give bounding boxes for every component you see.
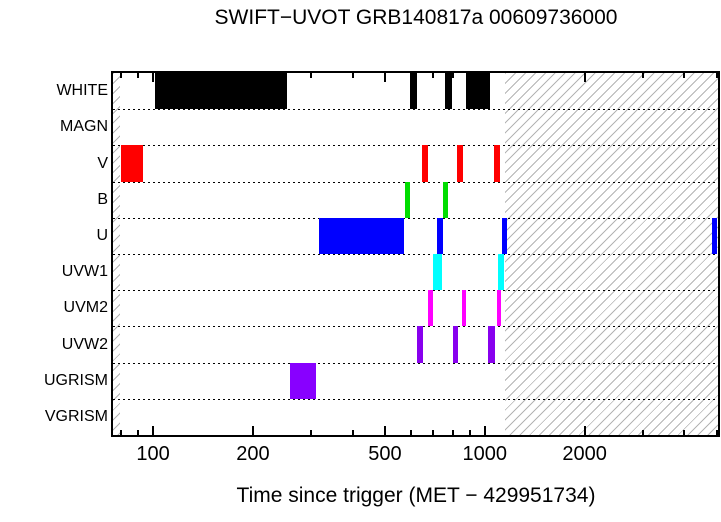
x-tick-label: 2000 bbox=[562, 443, 607, 465]
y-label-magn: MAGN bbox=[60, 118, 108, 136]
exposure-bar-u bbox=[436, 217, 443, 254]
x-tick-top-major bbox=[483, 73, 486, 82]
row-separator-line bbox=[113, 181, 718, 183]
x-tick-bottom-major bbox=[152, 426, 155, 435]
x-tick-bottom-minor bbox=[310, 430, 313, 435]
exposure-bar-v bbox=[421, 145, 428, 182]
exposure-bar-u bbox=[502, 217, 507, 254]
y-label-uvw2: UVW2 bbox=[61, 335, 108, 353]
y-label-uvm2: UVM2 bbox=[63, 299, 108, 317]
y-label-white: WHITE bbox=[56, 82, 108, 100]
x-tick-top-minor bbox=[410, 73, 413, 78]
row-separator-line bbox=[113, 326, 718, 328]
x-tick-bottom-major bbox=[583, 426, 586, 435]
exposure-bar-v bbox=[494, 145, 500, 182]
exposure-bar-uvm2 bbox=[496, 290, 502, 327]
row-separator-line bbox=[113, 362, 718, 364]
x-tick-bottom-minor bbox=[641, 430, 644, 435]
exposure-bar-b bbox=[404, 181, 410, 218]
row-separator-line bbox=[113, 290, 718, 292]
exposure-bar-uvm2 bbox=[461, 290, 467, 327]
x-tick-top-minor bbox=[641, 73, 644, 78]
y-label-u: U bbox=[96, 226, 108, 244]
x-tick-bottom-minor bbox=[119, 430, 122, 435]
exposure-bar-b bbox=[442, 181, 448, 218]
exposure-bar-v bbox=[120, 145, 143, 182]
exposure-bar-white bbox=[409, 73, 418, 110]
x-tick-label: 100 bbox=[136, 443, 170, 465]
y-label-uvw1: UVW1 bbox=[61, 263, 108, 281]
row-separator-line bbox=[113, 109, 718, 111]
x-tick-bottom-minor bbox=[683, 430, 686, 435]
x-tick-bottom-minor bbox=[451, 430, 454, 435]
exposure-bar-white bbox=[466, 73, 490, 110]
x-tick-label: 200 bbox=[236, 443, 270, 465]
x-axis-title: Time since trigger (MET − 429951734) bbox=[236, 484, 596, 507]
exposure-bar-u bbox=[318, 217, 404, 254]
exposure-bar-uvw2 bbox=[416, 326, 423, 363]
x-tick-top-minor bbox=[451, 73, 454, 78]
chart-title: SWIFT−UVOT GRB140817a 00609736000 bbox=[214, 6, 618, 29]
x-tick-bottom-major bbox=[383, 426, 386, 435]
x-tick-label: 500 bbox=[368, 443, 402, 465]
y-label-b: B bbox=[97, 190, 108, 208]
x-tick-bottom-major bbox=[483, 426, 486, 435]
row-separator-line bbox=[113, 217, 718, 219]
plot-area bbox=[111, 71, 720, 437]
exposure-bar-uvw2 bbox=[452, 326, 458, 363]
row-separator-line bbox=[113, 145, 718, 147]
x-tick-bottom-minor bbox=[715, 430, 718, 435]
x-tick-bottom-minor bbox=[432, 430, 435, 435]
x-tick-top-major bbox=[251, 73, 254, 82]
x-tick-bottom-minor bbox=[351, 430, 354, 435]
x-tick-top-minor bbox=[310, 73, 313, 78]
y-label-ugrism: UGRISM bbox=[44, 371, 108, 389]
x-tick-top-minor bbox=[715, 73, 718, 78]
x-tick-bottom-minor bbox=[468, 430, 471, 435]
exposure-bar-uvw1 bbox=[432, 254, 442, 291]
x-tick-top-minor bbox=[432, 73, 435, 78]
x-tick-top-major bbox=[583, 73, 586, 82]
x-tick-top-minor bbox=[351, 73, 354, 78]
x-tick-bottom-minor bbox=[410, 430, 413, 435]
y-label-vgrism: VGRISM bbox=[44, 407, 108, 425]
exposure-bar-white bbox=[154, 73, 287, 110]
exposure-bar-white bbox=[444, 73, 452, 110]
exposure-bar-uvm2 bbox=[427, 290, 433, 327]
x-tick-bottom-major bbox=[251, 426, 254, 435]
x-tick-top-major bbox=[383, 73, 386, 82]
exposure-bar-v bbox=[456, 145, 463, 182]
x-tick-label: 1000 bbox=[462, 443, 508, 465]
exposure-bar-uvw1 bbox=[497, 254, 504, 291]
x-tick-bottom-minor bbox=[136, 430, 139, 435]
x-tick-top-minor bbox=[119, 73, 122, 78]
exposure-bar-u bbox=[712, 217, 718, 254]
exposure-bar-ugrism bbox=[289, 362, 317, 399]
x-tick-top-minor bbox=[136, 73, 139, 78]
y-label-v: V bbox=[97, 154, 108, 172]
x-tick-top-minor bbox=[468, 73, 471, 78]
row-separator-line bbox=[113, 254, 718, 255]
row-separator-line bbox=[113, 398, 718, 400]
x-tick-top-minor bbox=[683, 73, 686, 78]
x-tick-top-major bbox=[152, 73, 155, 82]
exposure-bar-uvw2 bbox=[487, 326, 495, 363]
